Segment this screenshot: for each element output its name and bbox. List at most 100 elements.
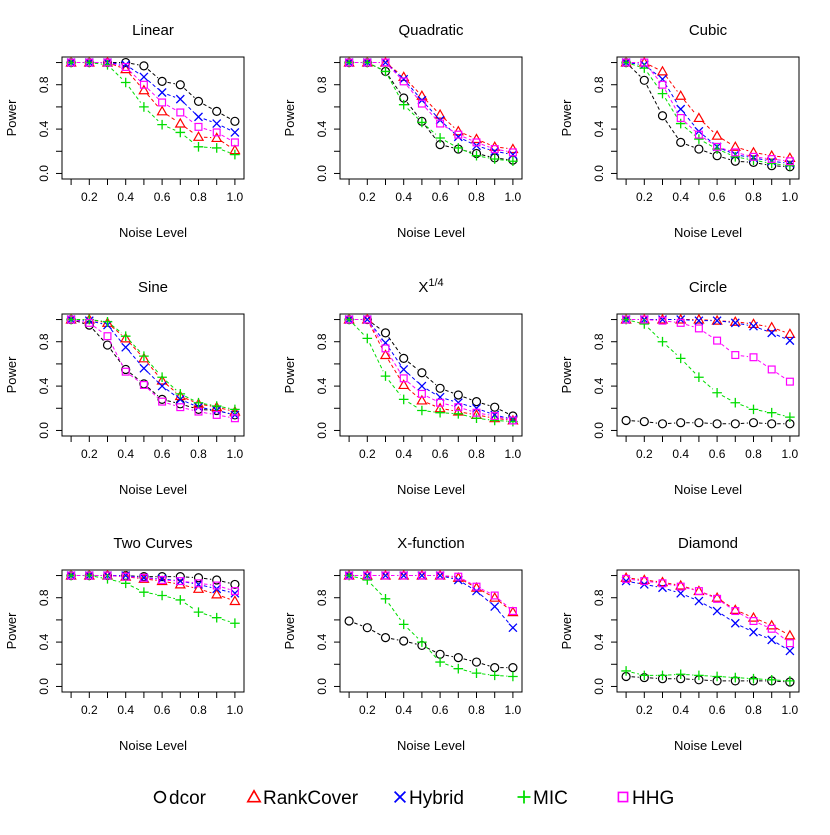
series-line <box>703 122 713 132</box>
legend-item-hybrid: Hybrid <box>395 788 464 809</box>
y-tick-label: 0.8 <box>315 589 329 606</box>
series-line <box>222 135 231 140</box>
data-point <box>787 640 794 647</box>
series-line <box>167 114 176 120</box>
series-line <box>685 362 696 373</box>
data-point <box>454 654 462 662</box>
x-tick-label: 0.2 <box>636 190 653 204</box>
series-line <box>759 161 766 162</box>
data-point <box>508 672 518 682</box>
series-line <box>204 413 211 414</box>
series-line <box>185 136 195 144</box>
series-line <box>354 577 362 579</box>
series-line <box>204 614 212 616</box>
x-tick-label: 0.2 <box>636 703 653 717</box>
x-tick-label: 0.8 <box>190 190 207 204</box>
data-point <box>454 399 462 407</box>
data-point <box>677 419 685 427</box>
y-tick-label: 0.8 <box>37 589 51 606</box>
data-point <box>659 112 667 120</box>
x-tick-label: 0.6 <box>154 190 171 204</box>
data-point <box>454 391 462 399</box>
series-line <box>650 585 657 586</box>
series-line <box>222 416 229 417</box>
series-line <box>95 322 103 324</box>
data-point <box>400 354 408 362</box>
y-tick-label: 0.8 <box>315 76 329 93</box>
series-line <box>482 664 490 666</box>
y-axis-label: Power <box>282 99 297 137</box>
series-line <box>204 590 212 592</box>
series-line <box>148 111 158 121</box>
legend-marker <box>155 792 166 803</box>
data-point <box>694 315 703 323</box>
series-line <box>391 639 398 640</box>
x-tick-label: 1.0 <box>227 190 244 204</box>
x-tick-label: 0.4 <box>672 447 689 461</box>
series-line <box>759 623 767 626</box>
data-point <box>713 607 721 615</box>
series-line <box>721 344 731 352</box>
x-tick-label: 0.2 <box>359 703 376 717</box>
y-tick-label: 0.4 <box>37 377 51 394</box>
data-point <box>473 398 481 406</box>
series-line <box>464 404 472 406</box>
data-point <box>212 613 222 623</box>
series-line <box>685 127 695 135</box>
series-line <box>222 126 230 130</box>
series-line <box>445 390 453 393</box>
series-line <box>482 144 490 147</box>
series-line <box>759 620 767 623</box>
series-line <box>203 104 212 109</box>
panel-title: Quadratic <box>398 22 464 39</box>
series-line <box>185 603 194 609</box>
series-line <box>481 595 491 603</box>
y-axis-label: Power <box>559 99 574 137</box>
data-point <box>382 329 390 337</box>
series-line <box>464 409 472 411</box>
series-line <box>777 414 785 416</box>
series-line <box>759 325 766 326</box>
data-point <box>786 647 794 655</box>
series-line <box>425 126 436 141</box>
x-axis-label: Noise Level <box>674 225 742 240</box>
data-point <box>400 637 408 645</box>
series-line <box>741 158 748 159</box>
y-tick-label: 0.8 <box>37 333 51 350</box>
data-point <box>140 62 148 70</box>
legend-marker <box>618 792 627 801</box>
data-point <box>158 77 166 85</box>
y-axis-label: Power <box>4 356 19 394</box>
series-line <box>149 593 156 594</box>
x-tick-label: 0.6 <box>709 447 726 461</box>
series-line <box>370 324 382 344</box>
series-rankcover <box>345 58 518 153</box>
legend-item-hhg: HHG <box>618 788 674 809</box>
series-line <box>482 403 490 405</box>
data-point <box>212 590 221 598</box>
series-line <box>703 381 713 389</box>
series-line <box>184 88 194 97</box>
x-axis-label: Noise Level <box>674 482 742 497</box>
series-rankcover <box>345 315 518 424</box>
data-point <box>417 637 427 647</box>
series-line <box>222 587 230 589</box>
series-line <box>167 127 175 130</box>
series-line <box>167 389 176 396</box>
data-point <box>158 382 166 390</box>
series-line <box>389 76 401 94</box>
series-line <box>427 403 435 406</box>
series-mic <box>621 58 794 171</box>
y-axis-label: Power <box>559 612 574 650</box>
y-axis-label: Power <box>282 612 297 650</box>
x-tick-label: 0.8 <box>468 703 485 717</box>
series-hybrid <box>345 59 517 159</box>
data-point <box>695 419 703 427</box>
data-point <box>435 657 445 667</box>
series-line <box>741 324 748 325</box>
series-line <box>129 340 140 352</box>
